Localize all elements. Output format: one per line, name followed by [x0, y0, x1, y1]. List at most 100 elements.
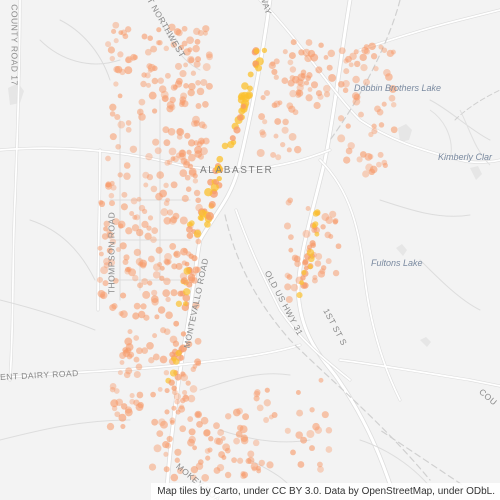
- map-point: [106, 247, 113, 254]
- map-point: [369, 165, 378, 174]
- map-point: [115, 398, 124, 407]
- map-point: [113, 81, 119, 87]
- map-point: [177, 290, 184, 297]
- map-point: [161, 94, 169, 103]
- map-point: [197, 459, 204, 465]
- map-point: [181, 40, 188, 47]
- map-point: [146, 341, 154, 350]
- map-point: [125, 126, 132, 133]
- map-point: [315, 90, 323, 97]
- map-point: [205, 51, 213, 59]
- map-point: [150, 185, 158, 193]
- map-point: [318, 377, 324, 383]
- map-point: [120, 29, 127, 36]
- map-point: [180, 331, 187, 337]
- map-point: [192, 178, 199, 184]
- map-point: [129, 145, 138, 154]
- map-point: [295, 89, 302, 95]
- map-point: [325, 427, 333, 434]
- map-point: [263, 89, 271, 97]
- map-point: [298, 49, 305, 56]
- map-point: [210, 183, 219, 192]
- map-point: [109, 133, 117, 141]
- map-point: [162, 126, 170, 134]
- map-point: [197, 30, 204, 36]
- map-point: [203, 429, 211, 437]
- map-point: [144, 232, 152, 240]
- map-point: [323, 54, 329, 60]
- map-point: [200, 147, 208, 156]
- map-point: [168, 147, 177, 156]
- map-point: [315, 253, 323, 260]
- map-point: [136, 196, 142, 202]
- map-point: [156, 430, 164, 438]
- map-point: [332, 218, 339, 224]
- map-point: [146, 82, 151, 88]
- map-point: [328, 73, 337, 82]
- map-point: [361, 46, 369, 55]
- map-point: [137, 310, 146, 319]
- map-point: [192, 115, 200, 124]
- map-point: [241, 471, 249, 479]
- map-point: [216, 155, 224, 163]
- map-point: [187, 416, 194, 423]
- map-point: [370, 53, 378, 60]
- map-point: [196, 421, 203, 428]
- map-point: [236, 457, 244, 464]
- map-point: [152, 138, 160, 146]
- map-point: [304, 80, 310, 86]
- map-point: [206, 53, 214, 61]
- map-point: [148, 463, 157, 471]
- map-point: [127, 329, 133, 335]
- map-point: [192, 301, 200, 310]
- map-point: [359, 53, 367, 62]
- map-point: [182, 301, 188, 307]
- map-point: [185, 380, 191, 386]
- map-point: [163, 277, 171, 286]
- map-point: [176, 77, 183, 85]
- map-point: [171, 263, 178, 270]
- map-point: [115, 143, 122, 150]
- map-point: [256, 404, 264, 412]
- map-point: [332, 269, 340, 277]
- map-point: [125, 367, 133, 375]
- map-point: [163, 200, 170, 207]
- map-point: [236, 114, 244, 121]
- map-point: [109, 383, 117, 390]
- map-point: [152, 353, 160, 361]
- map-point: [136, 347, 143, 355]
- map-point: [390, 49, 396, 55]
- map-point: [376, 161, 382, 168]
- map-point: [309, 445, 315, 452]
- map-point: [144, 48, 152, 56]
- map-point: [99, 291, 108, 300]
- map-point: [194, 145, 203, 154]
- map-point: [338, 47, 346, 55]
- map-point: [118, 30, 124, 36]
- map-point: [186, 36, 194, 45]
- map-point: [129, 398, 136, 405]
- map-point: [156, 171, 165, 179]
- map-point: [378, 122, 385, 128]
- map-point: [171, 405, 177, 411]
- map-point: [313, 101, 321, 110]
- map-point: [101, 233, 109, 240]
- map-point: [151, 289, 158, 296]
- map-point: [158, 418, 166, 426]
- map-point: [188, 428, 196, 436]
- map-point: [233, 437, 240, 445]
- map-point: [135, 363, 143, 371]
- map-point: [151, 77, 159, 85]
- map-point: [170, 41, 177, 48]
- map-point: [174, 62, 183, 70]
- map-point: [135, 257, 144, 266]
- map-point: [381, 47, 388, 53]
- map-point: [287, 79, 295, 87]
- map-point: [164, 160, 171, 166]
- map-point: [181, 25, 188, 32]
- map-point: [141, 220, 149, 229]
- map-point: [277, 100, 283, 106]
- map-point: [148, 91, 157, 100]
- map-point: [97, 289, 106, 298]
